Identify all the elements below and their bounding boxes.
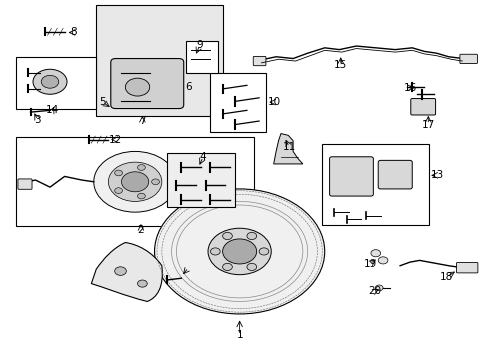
- Text: 7: 7: [139, 116, 145, 126]
- Circle shape: [94, 152, 176, 212]
- Circle shape: [154, 189, 324, 314]
- Circle shape: [259, 248, 268, 255]
- Circle shape: [108, 162, 162, 202]
- Circle shape: [246, 233, 256, 239]
- Text: 20: 20: [367, 287, 380, 296]
- FancyBboxPatch shape: [111, 59, 183, 109]
- Bar: [96, 5, 222, 116]
- FancyBboxPatch shape: [410, 99, 435, 115]
- Text: 1: 1: [236, 330, 243, 341]
- Text: 14: 14: [46, 105, 59, 115]
- FancyBboxPatch shape: [377, 160, 411, 189]
- Circle shape: [115, 170, 122, 176]
- Circle shape: [210, 248, 220, 255]
- Bar: [166, 153, 234, 207]
- Text: 8: 8: [70, 27, 77, 37]
- Circle shape: [115, 188, 122, 193]
- Circle shape: [222, 264, 232, 270]
- Text: 12: 12: [109, 135, 122, 145]
- Text: 16: 16: [404, 83, 417, 93]
- Circle shape: [115, 267, 126, 275]
- Text: 3: 3: [35, 115, 41, 125]
- Text: 9: 9: [196, 40, 203, 50]
- FancyBboxPatch shape: [459, 54, 476, 64]
- Circle shape: [137, 165, 145, 170]
- Text: 18: 18: [439, 272, 452, 282]
- Bar: [16, 137, 254, 226]
- Circle shape: [137, 193, 145, 199]
- Bar: [322, 144, 428, 225]
- Circle shape: [33, 69, 67, 94]
- Text: 4: 4: [200, 152, 206, 162]
- Bar: [186, 41, 217, 73]
- Text: 10: 10: [267, 97, 281, 107]
- Circle shape: [41, 75, 59, 88]
- Circle shape: [377, 257, 387, 264]
- Circle shape: [151, 179, 159, 185]
- Circle shape: [246, 264, 256, 270]
- Text: 2: 2: [137, 225, 144, 235]
- Text: 19: 19: [363, 259, 376, 269]
- FancyBboxPatch shape: [329, 157, 372, 196]
- FancyBboxPatch shape: [253, 57, 265, 66]
- Bar: [16, 57, 96, 109]
- FancyBboxPatch shape: [456, 262, 477, 273]
- Text: 6: 6: [185, 82, 191, 92]
- Text: 15: 15: [333, 60, 346, 70]
- Circle shape: [137, 280, 147, 287]
- PathPatch shape: [91, 243, 162, 301]
- Circle shape: [125, 78, 149, 96]
- Circle shape: [222, 239, 256, 264]
- Circle shape: [121, 172, 148, 192]
- Circle shape: [222, 233, 232, 239]
- Text: 17: 17: [421, 120, 434, 130]
- Circle shape: [374, 285, 382, 291]
- Polygon shape: [273, 134, 302, 164]
- Circle shape: [370, 249, 380, 257]
- Text: 13: 13: [430, 170, 443, 180]
- Text: 11: 11: [282, 142, 295, 152]
- Circle shape: [207, 228, 271, 275]
- Text: 5: 5: [99, 97, 105, 107]
- FancyBboxPatch shape: [18, 179, 32, 189]
- Bar: [210, 73, 266, 132]
